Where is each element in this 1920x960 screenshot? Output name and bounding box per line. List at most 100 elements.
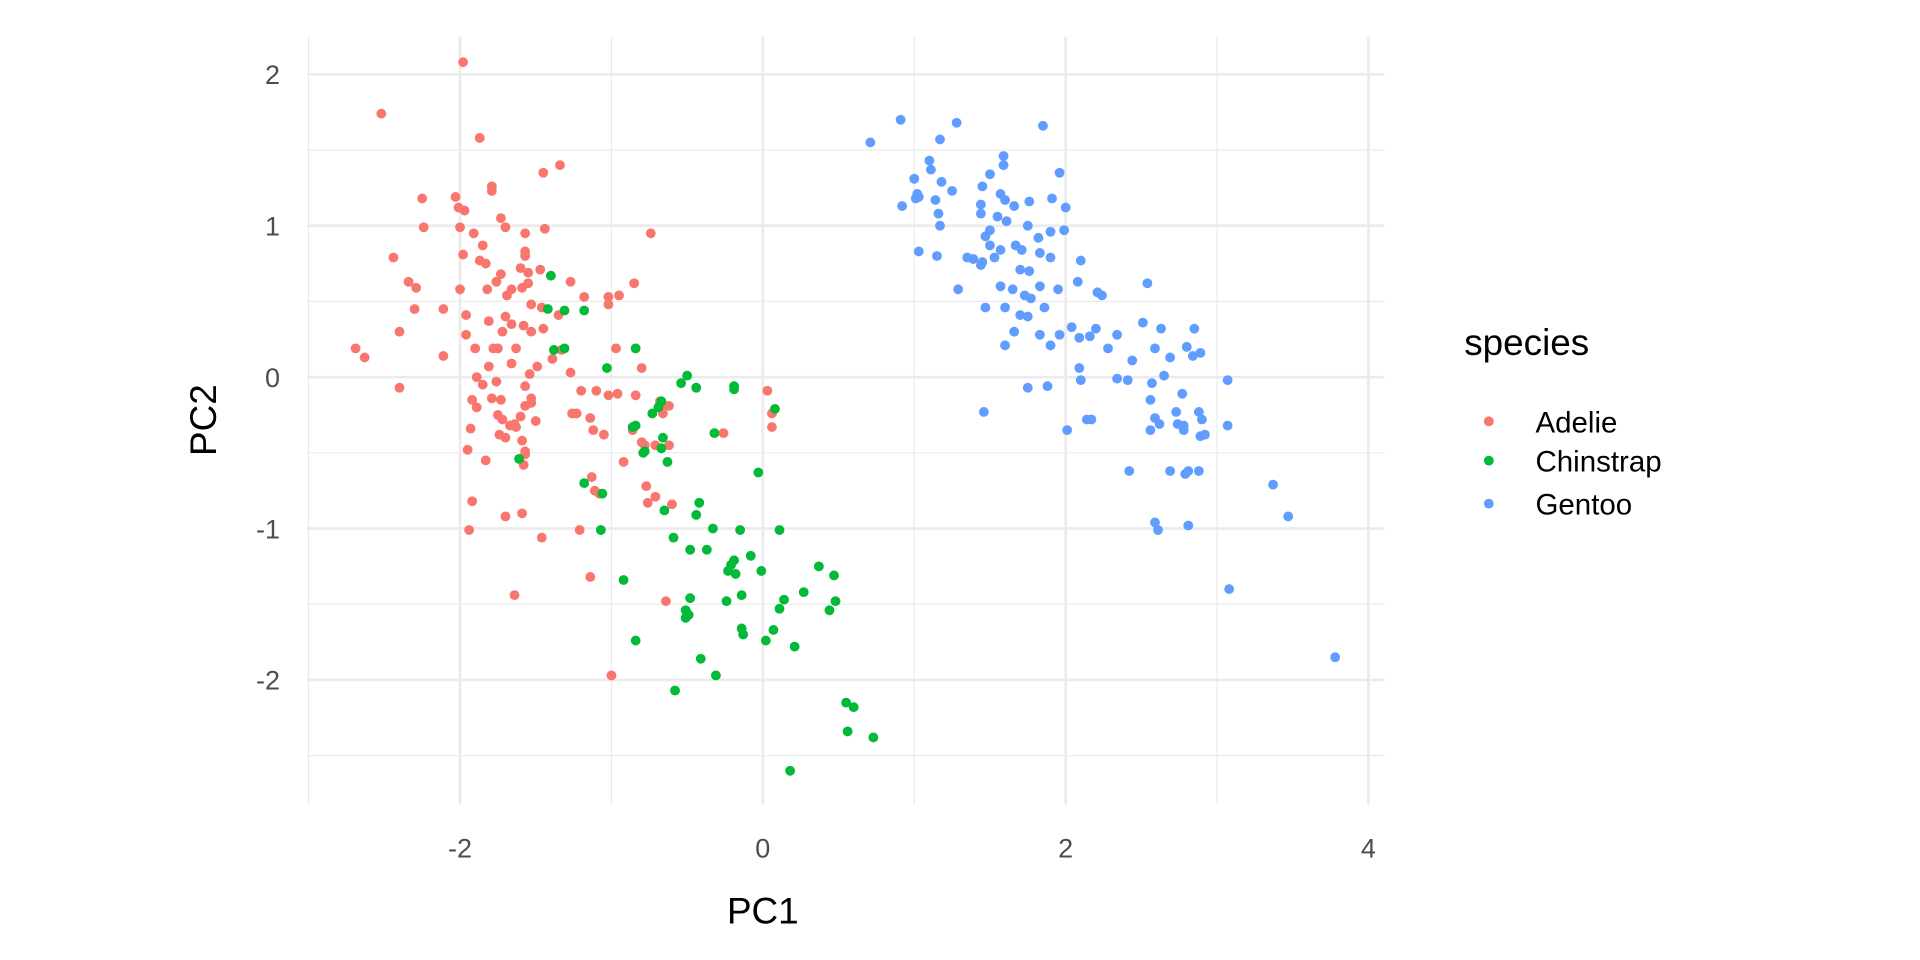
data-point-chinstrap	[770, 404, 780, 414]
data-point-gentoo	[1015, 310, 1026, 320]
data-point-gentoo	[924, 155, 935, 166]
data-point-gentoo	[1075, 375, 1086, 386]
data-point-gentoo	[1159, 370, 1169, 381]
data-point-chinstrap	[542, 304, 553, 314]
data-point-chinstrap	[798, 587, 809, 598]
data-point-chinstrap	[545, 270, 556, 281]
data-point-adelie	[518, 320, 529, 331]
data-point-adelie	[486, 393, 497, 404]
data-point-gentoo	[1074, 332, 1085, 343]
data-point-adelie	[491, 276, 502, 287]
data-point-gentoo	[1154, 419, 1165, 429]
data-point-adelie	[450, 192, 461, 202]
data-point-adelie	[718, 428, 729, 439]
data-point-chinstrap	[685, 544, 696, 555]
data-point-adelie	[538, 167, 549, 178]
data-point-adelie	[403, 276, 414, 287]
data-point-gentoo	[1165, 352, 1176, 363]
data-point-gentoo	[1122, 375, 1133, 386]
data-point-adelie	[461, 329, 472, 340]
data-point-adelie	[586, 472, 597, 482]
data-point-gentoo	[1042, 381, 1053, 392]
data-point-gentoo	[1016, 245, 1027, 255]
data-point-chinstrap	[709, 428, 720, 439]
data-point-adelie	[574, 525, 585, 535]
legend: species Adelie Chinstrap Gentoo	[1464, 322, 1661, 522]
data-point-adelie	[591, 385, 602, 396]
data-point-chinstrap	[735, 525, 746, 535]
data-point-gentoo	[1039, 302, 1050, 313]
data-point-adelie	[526, 326, 537, 337]
data-point-adelie	[455, 284, 465, 295]
data-point-chinstrap	[548, 344, 559, 355]
data-point-chinstrap	[668, 532, 679, 543]
data-point-chinstrap	[738, 629, 749, 640]
data-point-gentoo	[1062, 425, 1073, 436]
data-point-gentoo	[1015, 264, 1026, 275]
data-point-gentoo	[1033, 232, 1044, 243]
data-point-adelie	[455, 222, 465, 233]
data-point-gentoo	[980, 302, 991, 313]
data-point-adelie	[509, 590, 520, 601]
data-point-adelie	[467, 394, 478, 405]
y-axis-title: PC2	[183, 384, 224, 456]
data-point-chinstrap	[756, 566, 767, 576]
data-point-gentoo	[985, 240, 995, 251]
data-point-gentoo	[1066, 322, 1077, 333]
data-point-adelie	[517, 435, 528, 446]
data-point-gentoo	[1054, 329, 1065, 340]
data-point-gentoo	[985, 169, 995, 180]
data-point-adelie	[618, 456, 629, 467]
data-point-adelie	[500, 222, 511, 233]
data-point-adelie	[523, 267, 534, 278]
data-point-gentoo	[1103, 343, 1113, 354]
data-point-adelie	[511, 343, 521, 354]
data-point-gentoo	[1072, 276, 1083, 287]
legend-item-chinstrap: Chinstrap	[1483, 446, 1662, 479]
data-point-gentoo	[1060, 202, 1071, 213]
data-point-adelie	[394, 382, 405, 393]
data-point-adelie	[477, 240, 488, 251]
data-point-chinstrap	[785, 765, 796, 776]
data-point-chinstrap	[630, 635, 641, 646]
data-point-adelie	[603, 291, 614, 302]
data-point-gentoo	[1183, 520, 1194, 531]
legend-key-gentoo	[1483, 498, 1494, 509]
data-point-chinstrap	[729, 555, 739, 566]
data-point-gentoo	[1034, 281, 1045, 292]
data-point-chinstrap	[768, 625, 779, 635]
data-point-gentoo	[936, 176, 947, 187]
data-point-adelie	[470, 343, 481, 354]
data-point-adelie	[565, 367, 576, 378]
data-point-adelie	[491, 376, 502, 387]
data-point-gentoo	[1171, 407, 1182, 417]
data-point-gentoo	[1059, 225, 1070, 236]
data-point-chinstrap	[691, 382, 702, 393]
data-point-gentoo	[1178, 425, 1189, 436]
data-point-adelie	[409, 304, 420, 314]
data-point-gentoo	[1034, 248, 1045, 258]
data-point-adelie	[642, 497, 653, 508]
data-point-chinstrap	[685, 593, 696, 604]
data-point-gentoo	[1047, 193, 1057, 204]
data-point-adelie	[418, 222, 429, 233]
data-point-adelie	[614, 290, 624, 301]
data-point-chinstrap	[774, 603, 785, 614]
data-point-gentoo	[1124, 466, 1135, 476]
data-point-gentoo	[1034, 329, 1045, 340]
data-point-adelie	[535, 264, 546, 275]
data-point-adelie	[520, 381, 531, 392]
data-point-adelie	[536, 532, 547, 543]
data-point-adelie	[524, 369, 535, 380]
data-point-gentoo	[1084, 331, 1095, 342]
data-point-adelie	[762, 385, 773, 396]
x-tick-label: 4	[1361, 833, 1376, 863]
data-point-chinstrap	[618, 575, 629, 585]
data-point-chinstrap	[601, 363, 612, 373]
data-point-adelie	[650, 491, 661, 502]
data-point-adelie	[630, 390, 641, 401]
data-point-gentoo	[995, 245, 1006, 255]
data-point-gentoo	[1009, 201, 1020, 211]
data-point-adelie	[438, 351, 449, 361]
data-point-adelie	[394, 326, 405, 337]
